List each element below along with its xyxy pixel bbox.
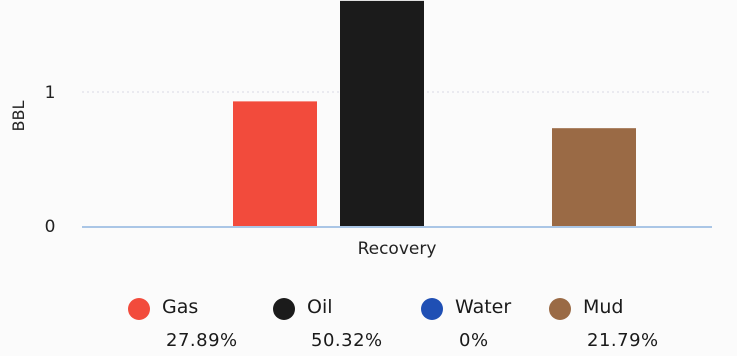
- legend-label-water: Water: [455, 296, 512, 318]
- legend-marker-gas: [128, 298, 150, 320]
- legend-percent-oil: 50.32%: [311, 330, 383, 351]
- legend-marker-oil: [273, 298, 295, 320]
- legend-percent-water: 0%: [459, 330, 489, 351]
- legend-marker-water: [421, 298, 443, 320]
- legend-percent-mud: 21.79%: [587, 330, 659, 351]
- legend-label-mud: Mud: [583, 296, 624, 318]
- bar-chart: 0 1 BBL Recovery: [9, 0, 712, 259]
- legend: Gas 27.89% Oil 50.32% Water 0% Mud 21.79…: [0, 290, 737, 356]
- x-axis-label: Recovery: [358, 239, 437, 259]
- y-tick-label-1: 1: [45, 83, 56, 103]
- legend-percent-gas: 27.89%: [166, 330, 238, 351]
- y-tick-label-0: 0: [45, 217, 56, 237]
- bar-oil: [340, 0, 424, 226]
- legend-marker-mud: [549, 298, 571, 320]
- legend-label-gas: Gas: [162, 296, 199, 318]
- bar-gas: [233, 101, 317, 226]
- bar-mud: [552, 128, 636, 226]
- legend-label-oil: Oil: [307, 296, 333, 318]
- y-axis-label: BBL: [9, 100, 28, 131]
